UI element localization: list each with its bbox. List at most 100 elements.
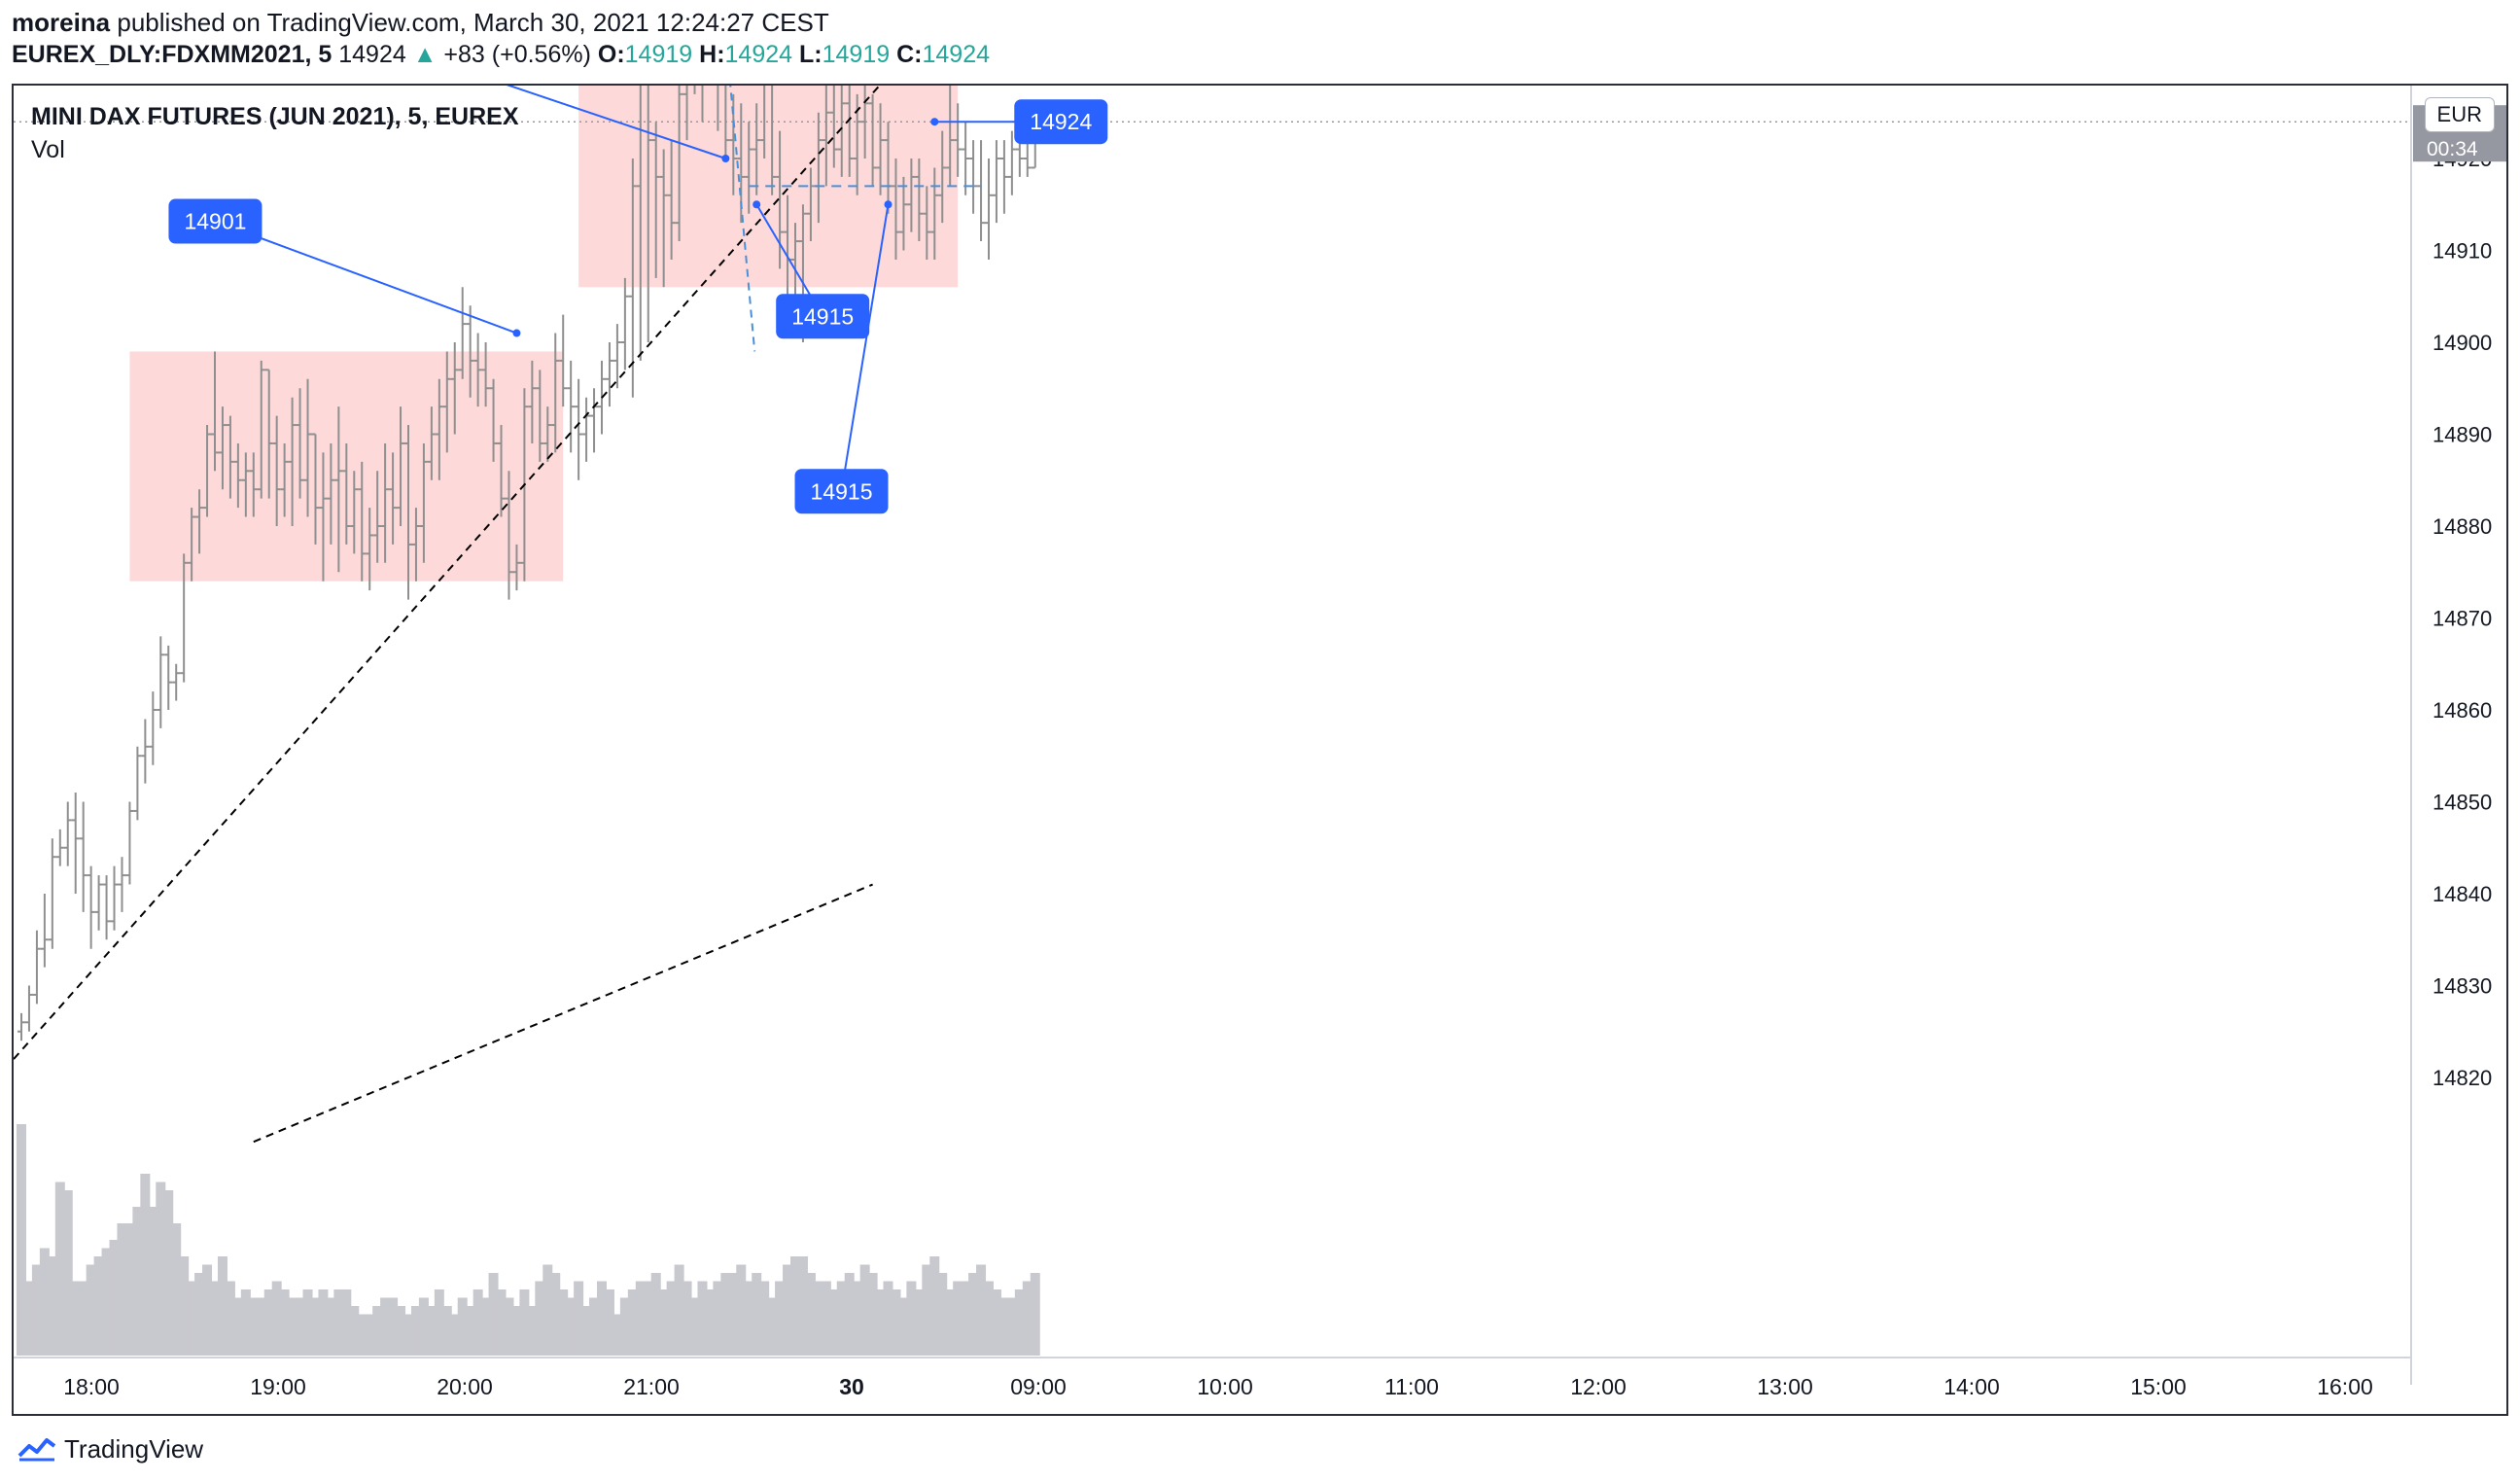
volume-bar	[434, 1289, 444, 1356]
volume-bar	[287, 1297, 298, 1356]
high-value: 14924	[724, 41, 793, 68]
volume-bar	[953, 1281, 963, 1356]
volume-bar	[62, 1190, 73, 1356]
callout-label: 14924	[1030, 109, 1092, 134]
volume-bar	[194, 1273, 205, 1356]
volume-bar	[302, 1289, 313, 1356]
callout-anchor	[930, 118, 939, 126]
volume-bar	[365, 1314, 375, 1356]
volume-bar	[797, 1256, 808, 1356]
volume-bar	[736, 1264, 747, 1356]
tradingview-logo-icon[interactable]	[18, 1436, 56, 1462]
callout-label: 14915	[811, 478, 873, 504]
volume-bar	[457, 1297, 468, 1356]
x-tick-label: 13:00	[1757, 1374, 1813, 1399]
callout-label: 14915	[791, 303, 854, 329]
volume-bar	[418, 1297, 429, 1356]
volume-bar	[867, 1273, 878, 1356]
volume-bar	[380, 1297, 391, 1356]
volume-bar	[767, 1297, 778, 1356]
y-tick-label: 14840	[2432, 882, 2492, 906]
volume-bar	[148, 1207, 158, 1356]
volume-bar	[117, 1223, 127, 1356]
low-value: 14919	[822, 41, 891, 68]
volume-bar	[535, 1281, 545, 1356]
volume-bar	[883, 1281, 893, 1356]
volume-bar	[396, 1306, 406, 1356]
chart-area[interactable]: 1490114921149151491514924148201483014840…	[12, 84, 2508, 1416]
open-value: 14919	[624, 41, 693, 68]
symbol-name: EUREX_DLY:FDXMM2021, 5	[12, 41, 332, 68]
volume-bar	[232, 1297, 243, 1356]
volume-bar	[202, 1264, 213, 1356]
volume-bar	[86, 1264, 96, 1356]
volume-bar	[341, 1289, 352, 1356]
volume-bar	[991, 1289, 1001, 1356]
volume-bar	[271, 1281, 282, 1356]
low-label: L:	[799, 41, 822, 68]
volume-bar	[574, 1281, 584, 1356]
y-tick-label: 14870	[2432, 607, 2492, 631]
callout-connector	[506, 86, 726, 159]
volume-bar	[519, 1289, 530, 1356]
volume-bar	[372, 1306, 383, 1356]
volume-bar	[179, 1256, 190, 1356]
price-change: +83 (+0.56%)	[443, 41, 591, 68]
callout-box	[776, 294, 870, 339]
volume-bar	[480, 1297, 491, 1356]
price-chart[interactable]: 1490114921149151491514924148201483014840…	[14, 86, 2506, 1414]
volume-bar	[581, 1306, 592, 1356]
volume-bar	[720, 1273, 731, 1356]
callout-anchor	[884, 200, 892, 209]
volume-bar	[744, 1281, 754, 1356]
x-tick-label: 14:00	[1943, 1374, 2000, 1399]
volume-indicator-label[interactable]: Vol	[31, 136, 65, 163]
volume-bar	[441, 1306, 452, 1356]
volume-bar	[140, 1174, 151, 1356]
x-tick-label: 30	[839, 1374, 864, 1399]
footer-brand[interactable]: TradingView	[64, 1433, 204, 1464]
volume-bar	[333, 1289, 344, 1356]
volume-bar	[968, 1273, 979, 1356]
volume-bar	[666, 1281, 677, 1356]
x-tick-label: 15:00	[2130, 1374, 2187, 1399]
volume-bar	[310, 1297, 321, 1356]
volume-bar	[775, 1281, 786, 1356]
y-tick-label: 14820	[2432, 1066, 2492, 1090]
close-value: 14924	[922, 41, 991, 68]
volume-bar	[217, 1256, 228, 1356]
volume-bar	[961, 1281, 971, 1356]
volume-bar	[650, 1273, 661, 1356]
volume-bar	[705, 1289, 716, 1356]
volume-bar	[357, 1314, 368, 1356]
callout-anchor	[512, 329, 521, 337]
volume-bar	[132, 1207, 143, 1356]
volume-bar	[156, 1182, 166, 1356]
trend-line-1	[14, 86, 881, 1060]
volume-bar	[906, 1281, 917, 1356]
volume-bar	[248, 1297, 259, 1356]
volume-bar	[1014, 1289, 1025, 1356]
volume-bar	[550, 1273, 561, 1356]
x-tick-label: 12:00	[1570, 1374, 1627, 1399]
volume-bar	[410, 1306, 421, 1356]
volume-bar	[240, 1289, 251, 1356]
y-tick-label: 14830	[2432, 974, 2492, 999]
publish-line: moreina published on TradingView.com, Ma…	[12, 8, 829, 38]
callout-anchor	[752, 200, 761, 209]
volume-bar	[70, 1281, 81, 1356]
volume-bar	[1006, 1297, 1017, 1356]
volume-bar	[527, 1306, 538, 1356]
last-price: 14924	[338, 41, 406, 68]
volume-bar	[697, 1281, 708, 1356]
volume-bar	[263, 1289, 274, 1356]
volume-bar	[511, 1306, 522, 1356]
volume-bar	[635, 1281, 646, 1356]
volume-bar	[449, 1314, 460, 1356]
currency-button[interactable]: EUR	[2424, 97, 2495, 132]
pane-title: MINI DAX FUTURES (JUN 2021), 5, EUREX	[31, 103, 519, 130]
x-tick-label: 18:00	[63, 1374, 120, 1399]
author-name[interactable]: moreina	[12, 8, 111, 37]
volume-bar	[759, 1281, 770, 1356]
volume-bar	[984, 1281, 994, 1356]
